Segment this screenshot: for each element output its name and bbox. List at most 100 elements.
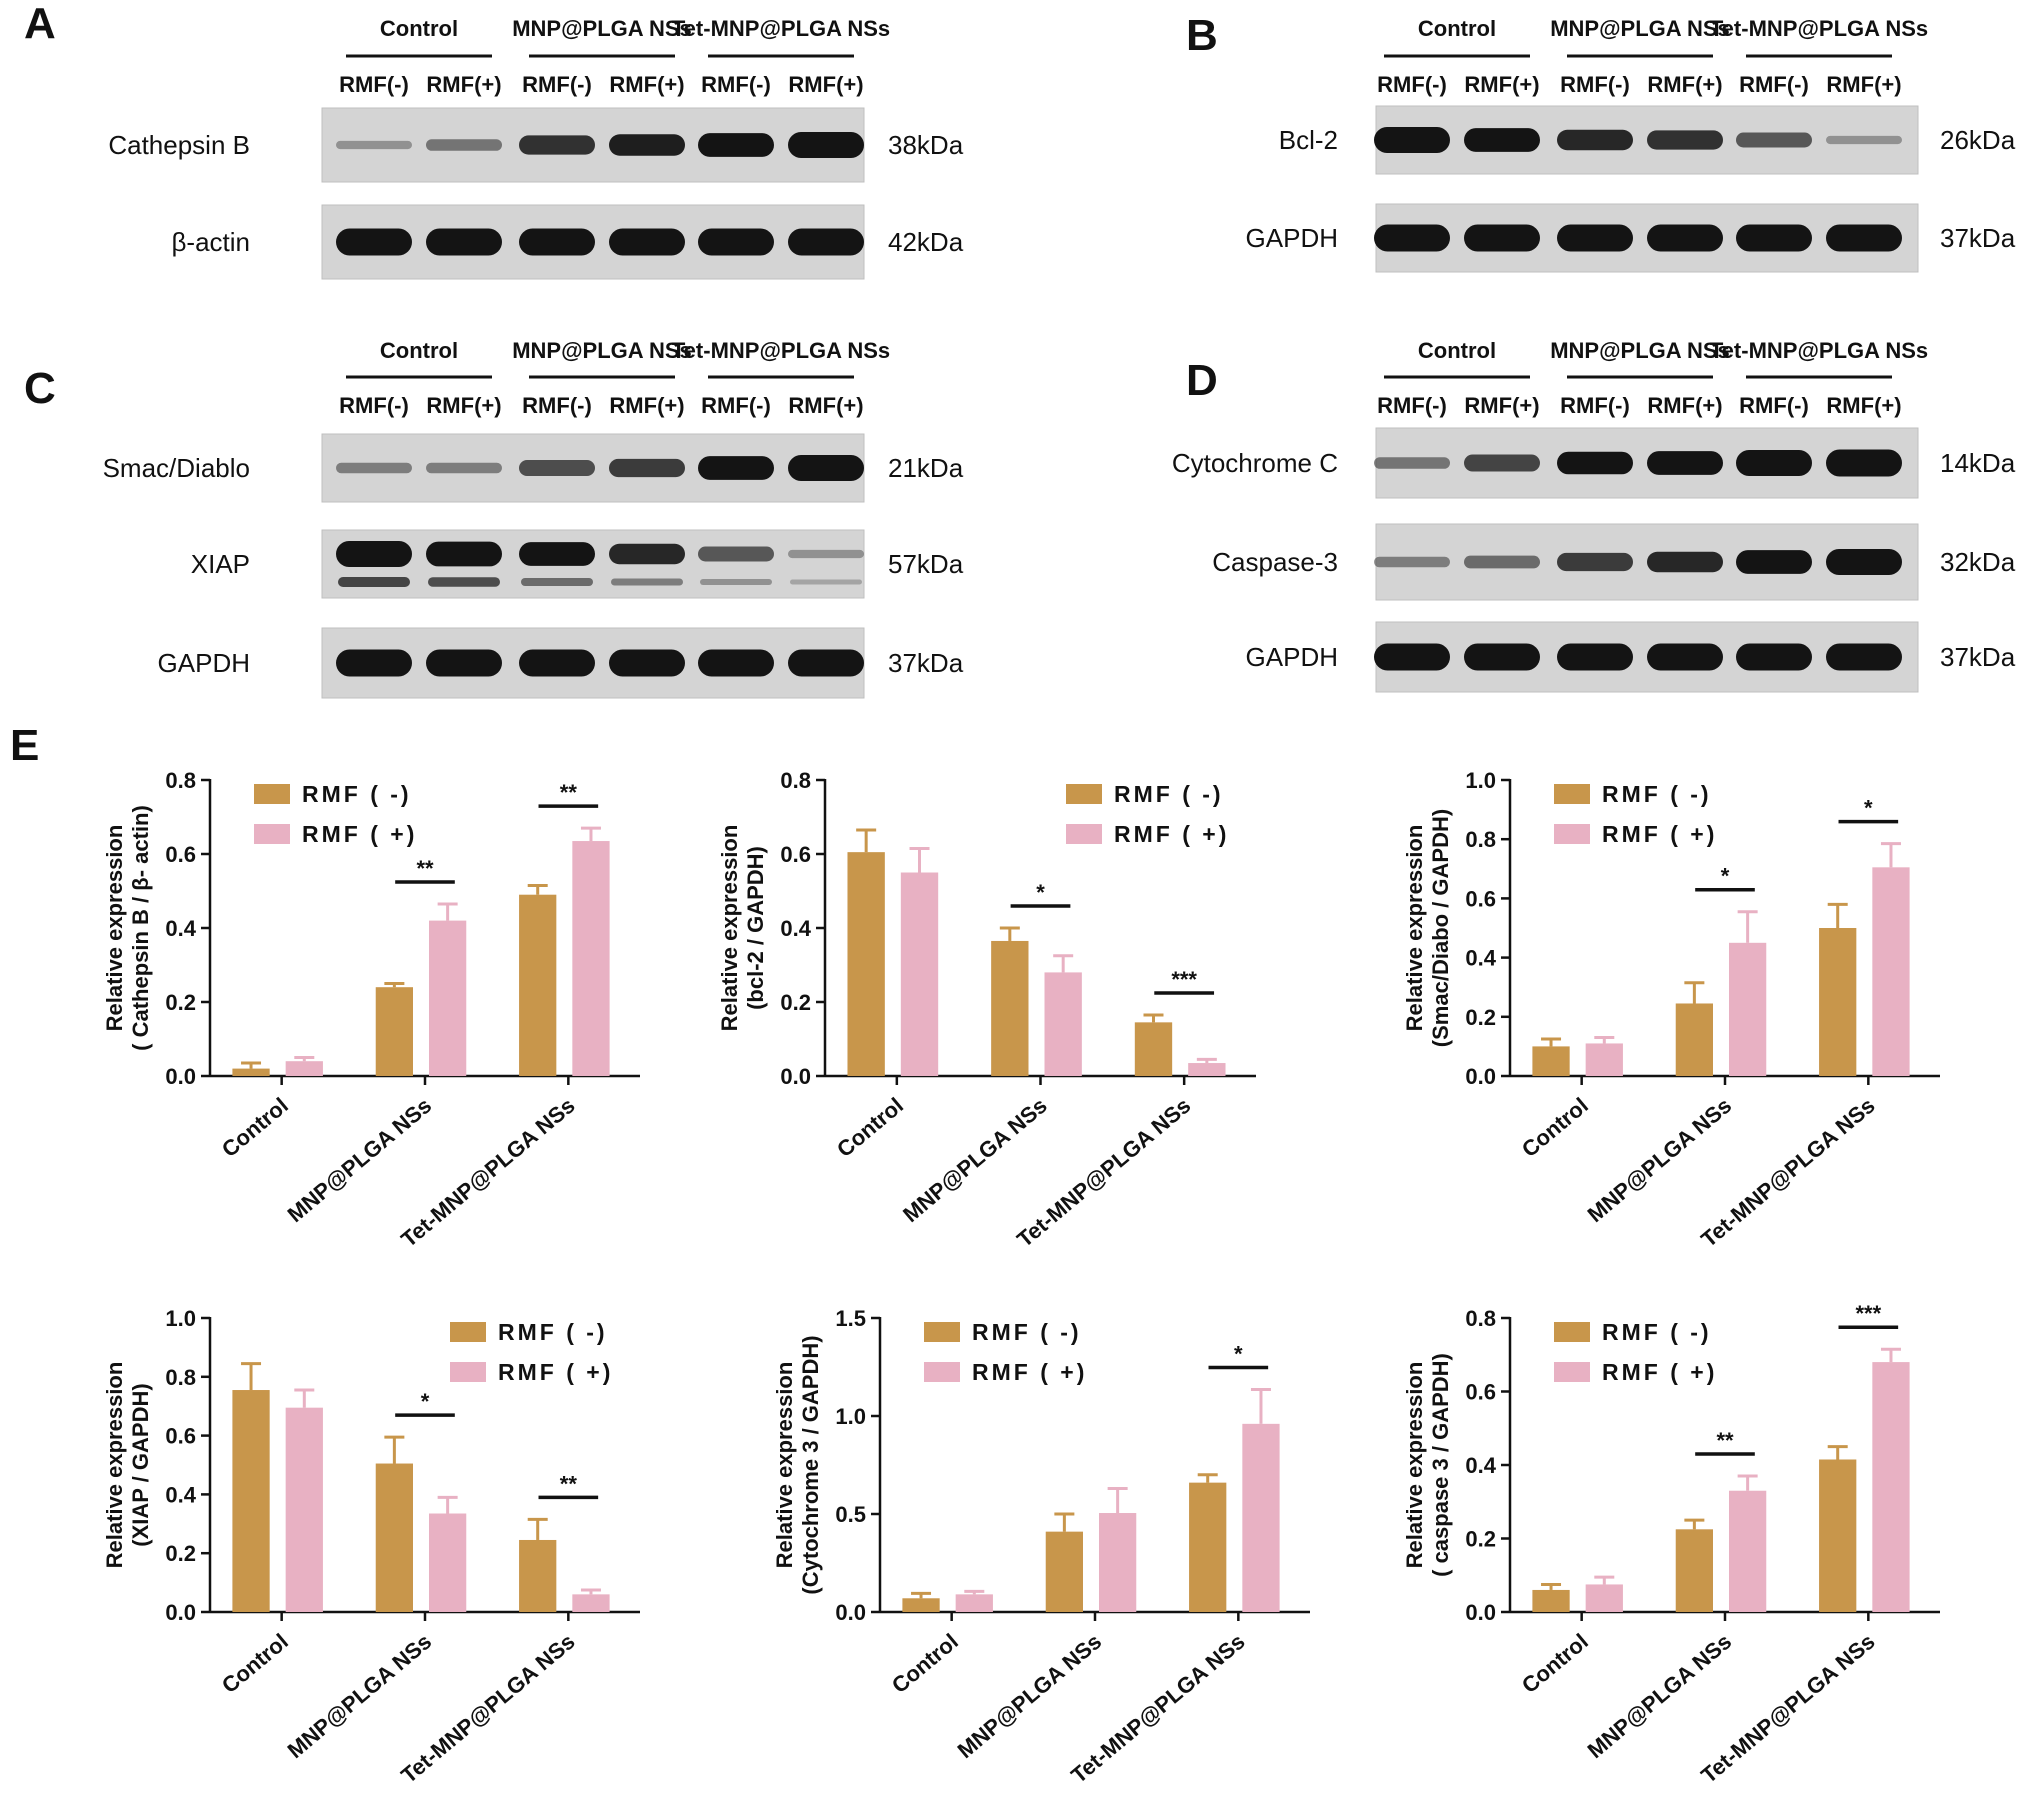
legend-swatch	[450, 1362, 486, 1382]
protein-band	[1736, 450, 1812, 476]
protein-band	[1464, 454, 1540, 472]
lane-label: RMF(-)	[1560, 72, 1630, 97]
lane-label: RMF(+)	[788, 393, 863, 418]
significance-marker: **	[560, 780, 578, 805]
bar	[429, 920, 467, 1076]
y-tick-label: 0.6	[1465, 1380, 1496, 1405]
protein-band	[336, 541, 412, 567]
y-tick-label: 0.4	[1465, 1453, 1496, 1478]
group-label: Control	[1418, 338, 1496, 363]
x-tick-label: MNP@PLGA NSs	[898, 1093, 1052, 1228]
molecular-weight-label: 21kDa	[888, 453, 964, 483]
y-tick-label: 0.0	[165, 1600, 196, 1625]
y-tick-label: 0.0	[165, 1064, 196, 1089]
protein-band	[788, 455, 864, 481]
lane-label: RMF(-)	[1739, 393, 1809, 418]
y-tick-label: 0.0	[780, 1064, 811, 1089]
legend-label: RMF ( -)	[972, 1319, 1082, 1345]
protein-band	[519, 228, 595, 256]
lane-label: RMF(+)	[1464, 72, 1539, 97]
bar	[1045, 1531, 1083, 1612]
protein-label: Caspase-3	[1212, 547, 1338, 577]
group-label: Control	[380, 16, 458, 41]
protein-band	[1557, 552, 1633, 572]
x-tick-label: Control	[217, 1629, 293, 1698]
y-tick-label: 1.0	[835, 1404, 866, 1429]
protein-band	[788, 228, 864, 256]
y-tick-label: 0.6	[165, 1424, 196, 1449]
significance-marker: ***	[1171, 967, 1197, 992]
protein-band	[698, 649, 774, 677]
x-tick-label: MNP@PLGA NSs	[953, 1629, 1107, 1764]
protein-label: GAPDH	[158, 648, 250, 678]
bar	[955, 1594, 993, 1612]
x-tick-label: MNP@PLGA NSs	[283, 1093, 437, 1228]
legend-swatch	[1066, 824, 1102, 844]
x-tick-label: MNP@PLGA NSs	[1583, 1629, 1737, 1764]
y-axis-label: Relative expression	[102, 1362, 127, 1569]
protein-band	[698, 546, 774, 562]
protein-band	[336, 649, 412, 677]
protein-band	[698, 133, 774, 157]
protein-band	[609, 458, 685, 478]
legend-label: RMF ( -)	[1602, 1319, 1712, 1345]
bar	[1819, 1459, 1857, 1612]
lane-label: RMF(+)	[1647, 72, 1722, 97]
panel-letter: D	[1186, 356, 1218, 405]
bar	[232, 1068, 270, 1076]
lane-label: RMF(+)	[1826, 393, 1901, 418]
lane-label: RMF(-)	[1377, 72, 1447, 97]
blot-row: Bcl-2 26kDa	[1279, 105, 2016, 175]
protein-band	[1826, 549, 1902, 575]
bar	[375, 987, 413, 1076]
y-axis-label: Relative expression	[102, 825, 127, 1032]
protein-band	[1374, 127, 1450, 153]
lane-label: RMF(+)	[1464, 393, 1539, 418]
protein-band	[426, 649, 502, 677]
legend-label: RMF ( +)	[302, 821, 417, 847]
y-tick-label: 0.4	[165, 916, 196, 941]
protein-band-secondary	[338, 577, 410, 587]
protein-band	[1464, 555, 1540, 569]
bar	[1872, 867, 1910, 1076]
y-tick-label: 0.4	[1465, 946, 1496, 971]
significance-marker: *	[421, 1389, 430, 1414]
legend-swatch	[1066, 784, 1102, 804]
protein-band	[519, 135, 595, 155]
bar	[1134, 1022, 1173, 1076]
molecular-weight-label: 32kDa	[1940, 547, 2016, 577]
protein-band	[788, 549, 864, 559]
protein-band	[1464, 128, 1540, 152]
lane-label: RMF(-)	[522, 72, 592, 97]
protein-label: Cytochrome C	[1172, 448, 1338, 478]
y-tick-label: 0.2	[1465, 1005, 1496, 1030]
legend-label: RMF ( -)	[498, 1319, 608, 1345]
group-label: Tet-MNP@PLGA NSs	[672, 338, 890, 363]
blot-row: Caspase-3 32kDa	[1212, 523, 2016, 601]
lane-label: RMF(-)	[1377, 393, 1447, 418]
y-tick-label: 1.0	[1465, 768, 1496, 793]
y-tick-label: 0.0	[1465, 1600, 1496, 1625]
bar	[519, 894, 557, 1076]
protein-band	[1736, 132, 1812, 148]
protein-band	[1826, 135, 1902, 145]
protein-band	[1374, 643, 1450, 671]
legend-swatch	[1554, 1322, 1590, 1342]
lane-label: RMF(-)	[522, 393, 592, 418]
protein-band	[1826, 643, 1902, 671]
molecular-weight-label: 37kDa	[888, 648, 964, 678]
y-tick-label: 0.8	[780, 768, 811, 793]
legend-swatch	[1554, 1362, 1590, 1382]
y-axis-label: (XIAP / GAPDH)	[128, 1383, 153, 1546]
protein-band	[1374, 556, 1450, 568]
protein-band	[1464, 643, 1540, 671]
protein-label: β-actin	[171, 227, 250, 257]
protein-band	[1647, 130, 1723, 150]
protein-band-secondary	[611, 578, 683, 586]
y-tick-label: 0.8	[1465, 1306, 1496, 1331]
bar-chart-4: 0.0 0.2 0.4 0.6 0.8 1.0 Relative expression (XI…	[102, 1306, 640, 1788]
protein-band	[1826, 224, 1902, 252]
